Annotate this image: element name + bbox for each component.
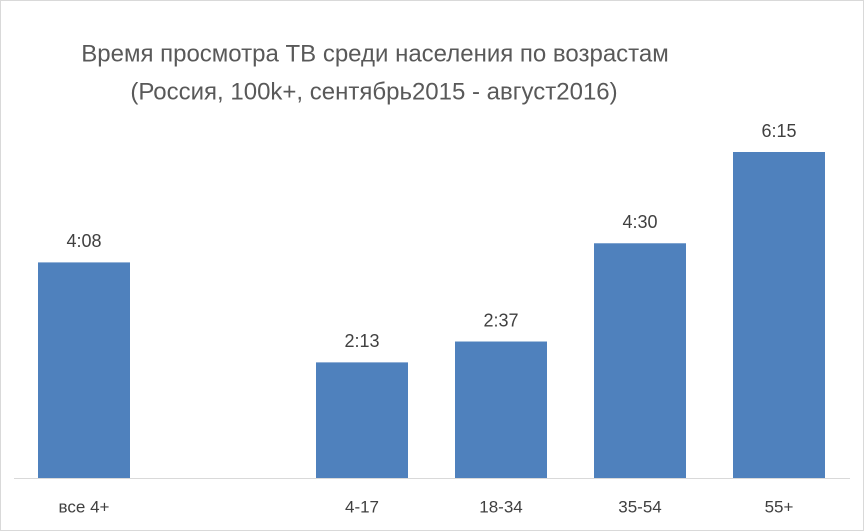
x-tick-label: 4-17 bbox=[345, 497, 379, 516]
value-label: 6:15 bbox=[761, 121, 796, 141]
value-label: 2:37 bbox=[483, 310, 518, 330]
bar bbox=[455, 341, 547, 478]
bar bbox=[38, 262, 130, 478]
x-tick-label: 35-54 bbox=[618, 497, 661, 516]
value-label: 2:13 bbox=[344, 331, 379, 351]
value-label: 4:30 bbox=[622, 212, 657, 232]
value-label: 4:08 bbox=[66, 231, 101, 251]
x-tick-label: все 4+ bbox=[59, 497, 110, 516]
chart-title: Время просмотра ТВ среди населения по во… bbox=[81, 40, 668, 67]
bar bbox=[316, 362, 408, 478]
bar bbox=[733, 152, 825, 478]
bar bbox=[594, 243, 686, 478]
x-tick-label: 18-34 bbox=[479, 497, 522, 516]
chart-subtitle: (Россия, 100k+, сентябрь2015 - август201… bbox=[130, 78, 617, 105]
x-tick-label: 55+ bbox=[765, 497, 794, 516]
